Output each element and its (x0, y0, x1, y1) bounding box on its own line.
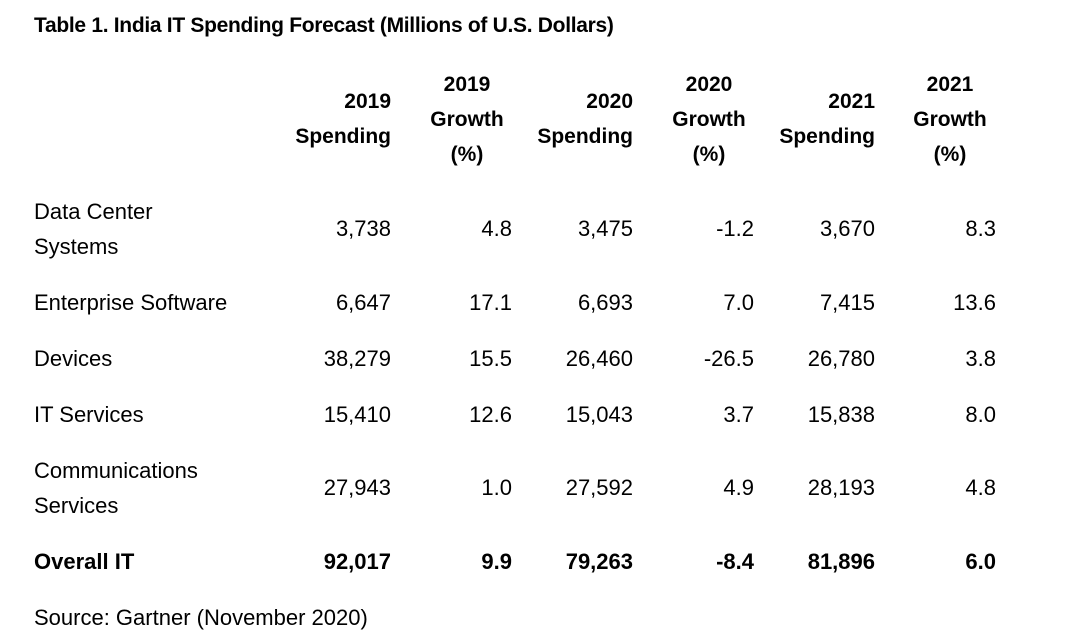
row-label-line: Data Center (34, 199, 153, 224)
table-title: Table 1. India IT Spending Forecast (Mil… (34, 14, 614, 37)
header-line: Spending (295, 125, 391, 148)
column-header-2020-growth: 2020 Growth (%) (662, 67, 756, 172)
cell-2019-growth: 15.5 (469, 346, 512, 371)
cell-2019-growth: 4.8 (481, 216, 512, 241)
cell-2021-spending: 7,415 (819, 290, 875, 315)
row-label: Communications Services (34, 453, 198, 523)
cell-2020-growth: -26.5 (703, 346, 754, 371)
row-label: IT Services (34, 402, 144, 427)
row-label-line: Systems (34, 234, 119, 259)
header-line: Spending (537, 125, 633, 148)
cell-2019-spending: 3,738 (335, 216, 391, 241)
cell-2019-spending: 6,647 (335, 290, 391, 315)
cell-2020-growth: 4.9 (723, 475, 754, 500)
cell-2019-growth: 17.1 (469, 290, 512, 315)
cell-2020-growth: 7.0 (723, 290, 754, 315)
header-line: Growth (430, 108, 504, 131)
column-header-2019-spending: 2019 Spending (295, 84, 391, 154)
header-line: (%) (450, 143, 484, 166)
cell-2020-growth: -1.2 (716, 216, 754, 241)
column-header-2019-growth: 2019 Growth (%) (420, 67, 514, 172)
cell-2019-growth: 1.0 (481, 475, 512, 500)
header-line: 2021 (926, 73, 974, 96)
header-line: 2021 (828, 90, 875, 113)
cell-2020-growth: -8.4 (716, 549, 754, 574)
cell-2021-spending: 26,780 (807, 346, 875, 371)
header-line: Growth (672, 108, 746, 131)
cell-2019-spending: 27,943 (323, 475, 391, 500)
row-label-line: Communications (34, 458, 198, 483)
row-label: Data Center Systems (34, 194, 153, 264)
cell-2019-growth: 9.9 (481, 549, 512, 574)
cell-2021-spending: 3,670 (819, 216, 875, 241)
column-header-2021-growth: 2021 Growth (%) (903, 67, 997, 172)
cell-2019-spending: 15,410 (323, 402, 391, 427)
cell-2020-spending: 27,592 (565, 475, 633, 500)
column-header-2020-spending: 2020 Spending (537, 84, 633, 154)
cell-2020-spending: 26,460 (565, 346, 633, 371)
cell-2020-spending: 15,043 (565, 402, 633, 427)
header-line: (%) (933, 143, 967, 166)
row-label: Devices (34, 346, 113, 371)
header-line: (%) (692, 143, 726, 166)
cell-2019-spending: 38,279 (323, 346, 391, 371)
header-line: 2019 (344, 90, 391, 113)
header-line: Growth (913, 108, 987, 131)
cell-2020-spending: 79,263 (565, 549, 633, 574)
row-label: Overall IT (34, 549, 135, 574)
cell-2020-spending: 6,693 (577, 290, 633, 315)
cell-2020-growth: 3.7 (723, 402, 754, 427)
header-line: 2020 (586, 90, 633, 113)
header-line: 2019 (443, 73, 491, 96)
cell-2021-growth: 13.6 (953, 290, 996, 315)
cell-2021-growth: 6.0 (965, 549, 996, 574)
cell-2019-growth: 12.6 (469, 402, 512, 427)
cell-2020-spending: 3,475 (577, 216, 633, 241)
row-label: Enterprise Software (34, 290, 228, 315)
cell-2019-spending: 92,017 (323, 549, 391, 574)
cell-2021-spending: 81,896 (807, 549, 875, 574)
source-note: Source: Gartner (November 2020) (34, 605, 368, 630)
cell-2021-growth: 3.8 (965, 346, 996, 371)
cell-2021-growth: 8.3 (965, 216, 996, 241)
row-label-line: Services (34, 493, 119, 518)
header-line: 2020 (685, 73, 733, 96)
cell-2021-spending: 28,193 (807, 475, 875, 500)
cell-2021-growth: 4.8 (965, 475, 996, 500)
header-line: Spending (779, 125, 875, 148)
cell-2021-growth: 8.0 (965, 402, 996, 427)
column-header-2021-spending: 2021 Spending (779, 84, 875, 154)
cell-2021-spending: 15,838 (807, 402, 875, 427)
